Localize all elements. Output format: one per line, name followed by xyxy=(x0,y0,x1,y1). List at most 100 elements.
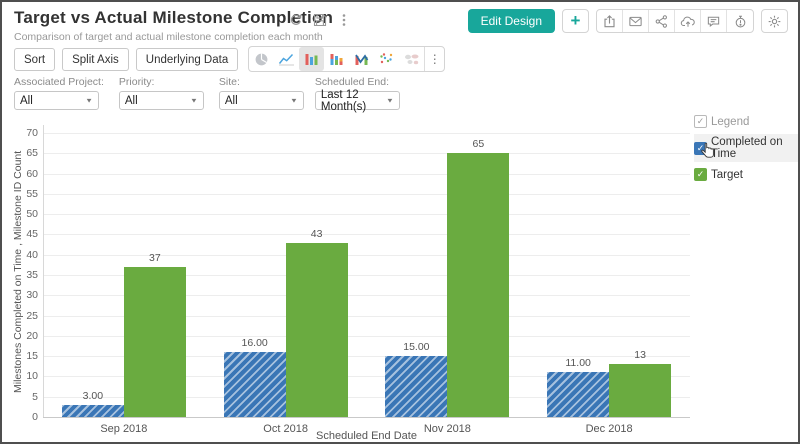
y-tick-label: 40 xyxy=(26,248,38,261)
y-tick-label: 50 xyxy=(26,208,38,221)
more-chart-types-icon[interactable]: ⋮ xyxy=(424,47,444,71)
bar-target[interactable] xyxy=(285,242,348,417)
y-tick-label: 25 xyxy=(26,309,38,322)
line-chart-icon[interactable] xyxy=(274,47,299,71)
gridline xyxy=(43,214,690,216)
gridline xyxy=(43,396,690,398)
chevron-down-icon: ▼ xyxy=(289,96,298,105)
x-tick-label: Nov 2018 xyxy=(423,423,471,435)
series-checkbox[interactable]: ✓ xyxy=(694,141,707,155)
chevron-down-icon: ▼ xyxy=(85,96,93,105)
cloud-upload-icon[interactable] xyxy=(675,10,701,32)
y-tick-label: 5 xyxy=(32,390,38,403)
y-tick-label: 70 xyxy=(26,127,38,139)
y-tick-label: 65 xyxy=(26,147,38,160)
bar-chart-icon[interactable] xyxy=(299,47,325,71)
map-icon[interactable] xyxy=(399,47,424,71)
bar-target[interactable] xyxy=(447,153,510,417)
legend-item-1[interactable]: ✓ Target xyxy=(694,166,798,183)
chevron-down-icon: ▼ xyxy=(385,96,394,105)
page-subtitle: Comparison of target and actual mileston… xyxy=(14,31,323,43)
add-button[interactable]: + xyxy=(562,9,589,33)
scatter-icon[interactable] xyxy=(374,47,399,71)
alarm-icon[interactable] xyxy=(727,10,753,32)
x-axis-line xyxy=(43,417,690,418)
y-tick-label: 55 xyxy=(26,187,38,200)
share-icon[interactable] xyxy=(649,10,675,32)
filter-value: All xyxy=(224,94,238,107)
edit-design-button[interactable]: Edit Design xyxy=(467,9,555,33)
export-icon[interactable] xyxy=(597,10,623,32)
filter-label: Priority: xyxy=(118,76,155,88)
pie-chart-icon[interactable] xyxy=(249,47,274,71)
x-axis-title: Scheduled End Date xyxy=(316,430,417,442)
x-tick-label: Oct 2018 xyxy=(263,423,308,435)
bar-value-label: 13 xyxy=(634,349,646,362)
gridline xyxy=(43,234,690,236)
filter-0: Associated Project: All ▼ xyxy=(14,76,104,110)
filter-3: Scheduled End: Last 12 Month(s) ▼ xyxy=(314,76,400,113)
filter-dropdown[interactable]: All ▼ xyxy=(14,91,99,110)
gridline xyxy=(43,335,690,337)
y-axis-title: Milestones Completed on Time , Milestone… xyxy=(12,150,24,393)
y-tick-label: 45 xyxy=(26,228,38,241)
y-tick-label: 20 xyxy=(26,329,38,342)
y-tick-label: 10 xyxy=(26,370,38,383)
bar-completed-on-time[interactable] xyxy=(61,404,124,417)
bar-value-label: 3.00 xyxy=(82,389,104,402)
filter-1: Priority: All ▼ xyxy=(118,76,204,110)
filter-2: Site: All ▼ xyxy=(218,76,304,110)
split-axis-button[interactable]: Split Axis xyxy=(62,47,129,71)
bar-completed-on-time[interactable] xyxy=(547,372,610,417)
comment-icon[interactable] xyxy=(701,10,727,32)
gridline xyxy=(43,295,690,297)
gridline xyxy=(43,193,690,195)
x-tick-label: Dec 2018 xyxy=(585,423,633,435)
filter-label: Scheduled End: xyxy=(314,76,390,88)
share-actions-group xyxy=(596,9,754,33)
y-axis-line xyxy=(43,125,44,417)
y-tick-label: 30 xyxy=(26,289,38,302)
filter-label: Site: xyxy=(218,76,240,88)
filter-value: All xyxy=(124,94,138,107)
bar-completed-on-time[interactable] xyxy=(385,356,448,417)
mail-icon[interactable] xyxy=(623,10,649,32)
gridline xyxy=(43,133,690,134)
bar-trend-icon[interactable] xyxy=(349,47,374,71)
bar-completed-on-time[interactable] xyxy=(223,352,286,417)
legend-header[interactable]: ✓ Legend xyxy=(694,115,798,128)
filter-dropdown[interactable]: Last 12 Month(s) ▼ xyxy=(314,89,400,113)
gear-icon[interactable] xyxy=(761,9,788,33)
y-tick-label: 0 xyxy=(32,411,38,423)
legend-checkbox[interactable]: ✓ xyxy=(694,115,707,128)
more-vertical-icon[interactable] xyxy=(336,12,351,27)
y-tick-label: 35 xyxy=(26,269,38,281)
gridline xyxy=(43,275,690,276)
legend-item-label: Target xyxy=(711,168,743,181)
sort-button[interactable]: Sort xyxy=(14,47,56,71)
bar-value-label: 65 xyxy=(472,138,485,151)
stacked-bar-icon[interactable] xyxy=(324,47,349,71)
page-title: Target vs Actual Milestone Completion xyxy=(14,8,334,27)
series-checkbox[interactable]: ✓ xyxy=(694,168,707,181)
filter-dropdown[interactable]: All ▼ xyxy=(218,91,304,110)
refresh-icon[interactable] xyxy=(288,12,303,27)
filter-dropdown[interactable]: All ▼ xyxy=(118,91,204,110)
bar-value-label: 43 xyxy=(310,227,323,240)
legend-item-0[interactable]: ✓ Completed on Time xyxy=(694,134,798,162)
bar-target[interactable] xyxy=(123,266,186,417)
gridline xyxy=(43,173,690,175)
legend-header-label: Legend xyxy=(711,115,750,128)
underlying-data-button[interactable]: Underlying Data xyxy=(135,47,239,71)
filter-value: All xyxy=(20,94,33,107)
gridline xyxy=(43,356,690,358)
save-icon[interactable] xyxy=(312,12,327,27)
filter-label: Associated Project: xyxy=(14,76,104,88)
bar-target[interactable] xyxy=(609,364,672,417)
bar-value-label: 37 xyxy=(149,251,161,264)
bar-value-label: 11.00 xyxy=(565,357,591,370)
gridline xyxy=(43,153,690,155)
y-tick-label: 60 xyxy=(26,167,38,180)
